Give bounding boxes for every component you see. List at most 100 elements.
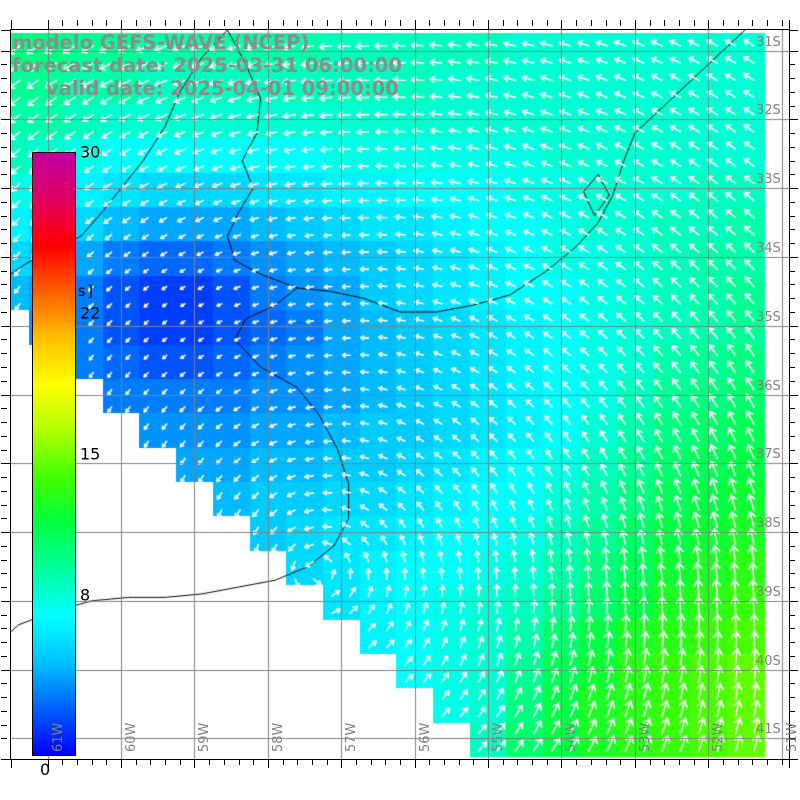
axis-tick [606,20,607,26]
colorbar-tick-8: 8 [80,585,91,605]
lat-label-31S: 31S [756,34,781,50]
axis-tick [415,759,416,768]
axis-tick [400,20,401,26]
axis-tick [789,133,795,134]
axis-tick [723,759,724,765]
axis-tick [789,436,795,437]
axis-tick [576,759,577,765]
axis-tick [789,271,795,272]
axis-tick [429,20,430,26]
axis-tick [1,505,7,506]
axis-tick [591,759,592,765]
axis-tick [150,20,151,26]
axis-tick [239,759,240,765]
axis-tick [1,381,7,382]
axis-tick [789,587,795,588]
axis-tick [297,20,298,26]
axis-tick [253,759,254,765]
axis-tick [789,518,795,519]
axis-tick [473,20,474,26]
axis-tick [136,759,137,765]
axis-tick [1,216,7,217]
axis-tick [789,422,795,423]
axis-tick [789,395,798,396]
axis-tick [121,759,122,768]
axis-tick [1,711,7,712]
axis-tick [635,759,636,768]
axis-tick [1,51,10,52]
axis-tick [789,683,795,684]
axis-tick [789,505,795,506]
axis-tick [1,560,7,561]
lat-label-37S: 37S [756,447,781,463]
axis-tick [503,759,504,765]
axis-tick [664,759,665,765]
axis-tick [444,759,445,765]
axis-tick [283,20,284,26]
lon-label-56W: 56W [417,722,433,752]
map-plot-area[interactable] [10,29,790,760]
axis-tick [789,697,795,698]
axis-tick [48,759,49,768]
axis-tick [752,759,753,765]
axis-tick [371,759,372,765]
axis-tick [789,161,795,162]
axis-tick [789,284,795,285]
axis-tick [1,642,7,643]
axis-tick [1,408,7,409]
axis-tick [547,759,548,765]
axis-tick [789,477,795,478]
axis-tick [679,759,680,765]
axis-tick [92,20,93,26]
axis-tick [789,532,798,533]
axis-tick [1,491,7,492]
axis-tick [789,450,795,451]
axis-tick [327,20,328,26]
axis-tick [789,147,795,148]
axis-tick [789,298,795,299]
lon-label-59W: 59W [197,722,213,752]
axis-tick [1,257,10,258]
axis-tick [789,339,795,340]
axis-tick [1,174,7,175]
axis-tick [1,573,7,574]
axis-tick [789,560,795,561]
axis-tick [1,133,7,134]
axis-tick [789,408,795,409]
axis-tick [180,20,181,26]
axis-tick [789,326,798,327]
lat-label-34S: 34S [756,240,781,256]
axis-tick [297,759,298,765]
axis-tick [106,20,107,26]
axis-tick [789,491,795,492]
axis-tick [789,711,795,712]
lat-label-40S: 40S [756,653,781,669]
axis-tick [503,20,504,26]
axis-tick [415,20,416,29]
axis-tick [789,353,795,354]
axis-tick [356,20,357,26]
axis-tick [789,546,795,547]
axis-tick [1,202,7,203]
axis-tick [459,759,460,765]
axis-tick [789,243,795,244]
axis-tick [180,759,181,765]
axis-tick [1,436,7,437]
axis-tick [209,20,210,26]
axis-tick [789,78,795,79]
axis-tick [1,326,10,327]
axis-tick [1,106,7,107]
axis-tick [1,78,7,79]
axis-tick [561,759,562,768]
axis-tick [1,697,7,698]
colorbar-tick-22: 22 [80,303,101,323]
axis-tick [767,759,768,765]
graticule-grid-layer [11,30,789,759]
axis-tick [1,532,10,533]
axis-tick [194,20,195,29]
axis-tick [789,628,795,629]
axis-tick [517,759,518,765]
axis-tick [1,477,7,478]
